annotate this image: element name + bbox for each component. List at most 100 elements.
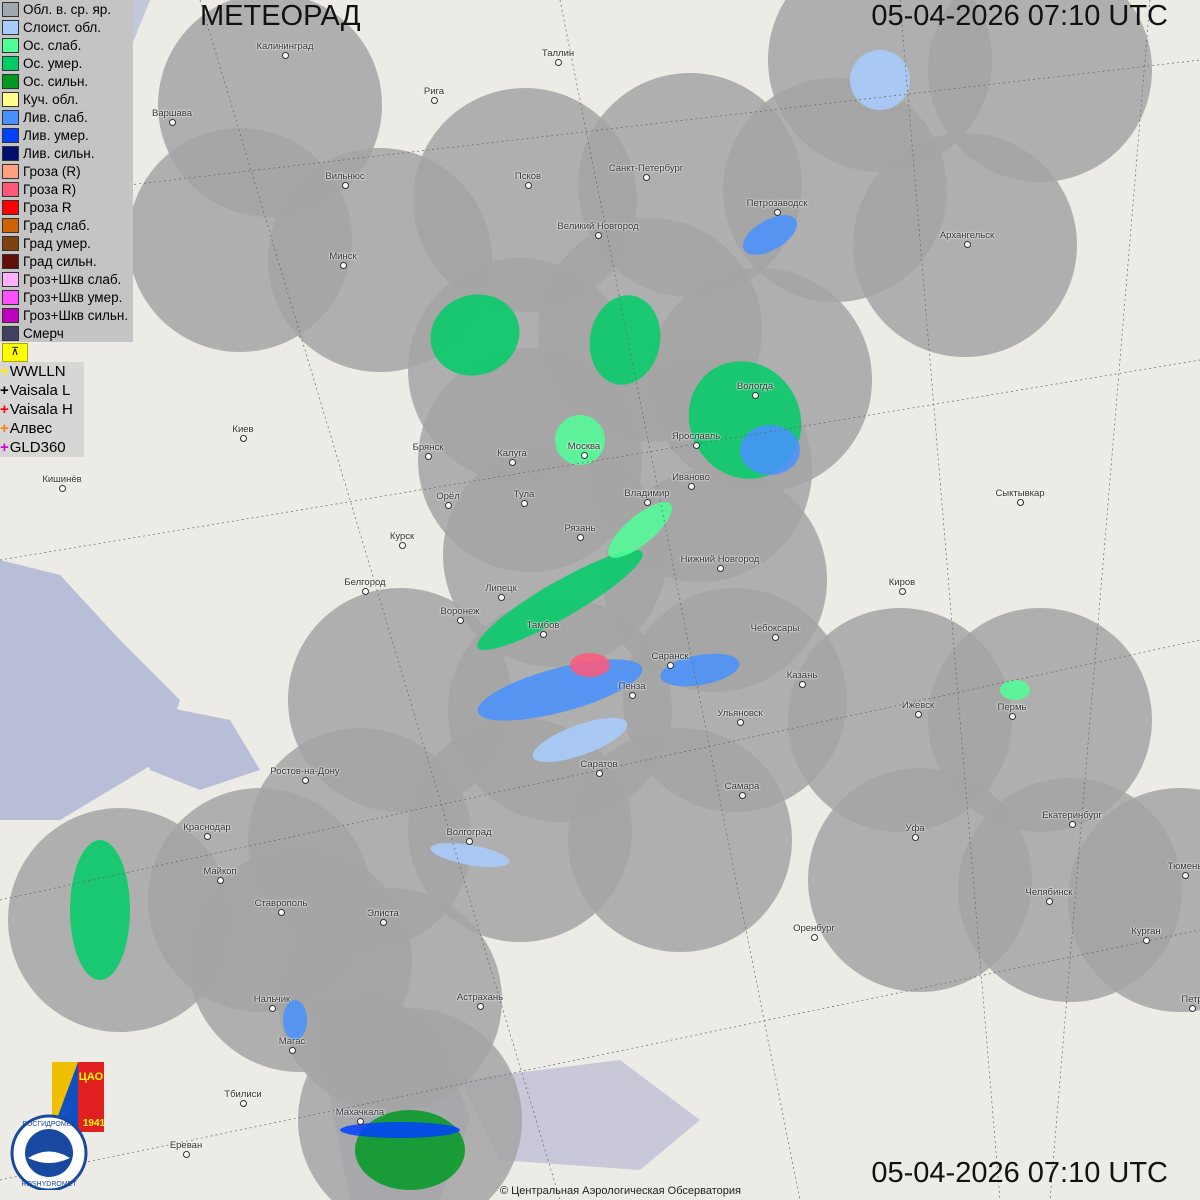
precip-echo xyxy=(608,502,672,558)
city-label: Петрозаводск xyxy=(746,198,808,209)
legend-swatch xyxy=(2,73,19,89)
city-label: Волгоград xyxy=(446,827,492,838)
legend-label: Гроз+Шкв умер. xyxy=(23,289,123,305)
legend-swatch xyxy=(2,55,19,71)
legend-label: Гроза R) xyxy=(23,181,77,197)
city-label: Великий Новгород xyxy=(557,221,639,232)
city-marker xyxy=(357,1118,364,1125)
precip-echo xyxy=(477,550,643,650)
legend-swatch xyxy=(2,37,19,53)
legend-item: Гроз+Шкв сильн. xyxy=(0,306,133,324)
lightning-legend-item: +Алвес xyxy=(0,419,84,438)
city-marker xyxy=(915,711,922,718)
city-label: Калуга xyxy=(497,448,527,459)
city-marker xyxy=(240,435,247,442)
legend-swatch xyxy=(2,163,19,179)
precip-echo xyxy=(660,653,740,687)
city-marker xyxy=(688,483,695,490)
legend-label: Гроз+Шкв слаб. xyxy=(23,271,122,287)
lightning-cross-icon: + xyxy=(0,420,9,437)
city-marker xyxy=(399,542,406,549)
legend-label: Град умер. xyxy=(23,235,91,251)
city-label: Нальчик xyxy=(253,994,291,1005)
legend-item: Гроза (R) xyxy=(0,162,133,180)
legend-swatch xyxy=(2,253,19,269)
legend-item: Лив. слаб. xyxy=(0,108,133,126)
legend-item: Гроза R xyxy=(0,198,133,216)
legend-swatch xyxy=(2,307,19,323)
timestamp-top: 05-04-2026 07:10 UTC xyxy=(871,0,1168,32)
city-marker xyxy=(240,1100,247,1107)
legend-swatch xyxy=(2,325,19,341)
city-label: Москва xyxy=(567,441,601,452)
city-marker xyxy=(629,692,636,699)
city-label: Архангельск xyxy=(939,230,995,241)
page-title: МЕТЕОРАД xyxy=(200,0,361,32)
city-marker xyxy=(693,442,700,449)
city-label: Иваново xyxy=(672,472,710,483)
city-label: Минск xyxy=(329,251,357,262)
precip-echo xyxy=(570,653,610,677)
precip-echo xyxy=(589,295,661,385)
city-marker xyxy=(1182,872,1189,879)
city-marker xyxy=(509,459,516,466)
city-label: Вологда xyxy=(736,381,774,392)
city-marker xyxy=(540,631,547,638)
legend-item: Гроз+Шкв умер. xyxy=(0,288,133,306)
city-marker xyxy=(183,1151,190,1158)
lightning-legend-item: +WWLLN xyxy=(0,362,84,381)
legend-item: Ос. умер. xyxy=(0,54,133,72)
lightning-legend-item: +Vaisala L xyxy=(0,381,84,400)
legend-item: Град умер. xyxy=(0,234,133,252)
radar-circle xyxy=(1068,788,1200,1012)
city-marker xyxy=(737,719,744,726)
city-label: Майкоп xyxy=(203,866,237,877)
city-label: Оренбург xyxy=(793,923,835,934)
legend-item: Лив. умер. xyxy=(0,126,133,144)
legend-label: Лив. сильн. xyxy=(23,145,95,161)
precip-echo xyxy=(850,50,910,110)
city-marker xyxy=(581,452,588,459)
city-label: Самара xyxy=(724,781,760,792)
city-marker xyxy=(899,588,906,595)
city-marker xyxy=(1046,898,1053,905)
precip-echo xyxy=(355,1110,465,1190)
city-marker xyxy=(498,594,505,601)
legend-swatch xyxy=(2,217,19,233)
precipitation-echoes xyxy=(70,50,1030,1190)
city-label: Воронеж xyxy=(440,606,480,617)
city-label: Нижний Новгород xyxy=(680,554,760,565)
legend-label: Лив. умер. xyxy=(23,127,89,143)
city-marker xyxy=(667,662,674,669)
city-label: Казань xyxy=(786,670,818,681)
legend-label: Гроз+Шкв сильн. xyxy=(23,307,129,323)
lightning-cross-icon: + xyxy=(0,401,9,418)
copyright: © Центральная Аэрологическая Обсерватори… xyxy=(500,1185,741,1197)
legend-label: Обл. в. ср. яр. xyxy=(23,1,112,17)
flag-icon[interactable]: ⊼ xyxy=(2,343,28,362)
city-label: Киров xyxy=(888,577,916,588)
city-marker xyxy=(772,634,779,641)
legend-item: Обл. в. ср. яр. xyxy=(0,0,133,18)
precip-echo xyxy=(430,294,520,376)
city-label: Таллин xyxy=(541,48,575,59)
city-marker xyxy=(1069,821,1076,828)
city-marker xyxy=(555,59,562,66)
legend-swatch xyxy=(2,181,19,197)
city-label: Вильнюс xyxy=(325,171,365,182)
precip-echo xyxy=(340,1122,460,1138)
svg-text:1941: 1941 xyxy=(83,1118,106,1129)
radar-coverage xyxy=(8,0,1200,1200)
city-marker xyxy=(169,119,176,126)
legend-item: Куч. обл. xyxy=(0,90,133,108)
city-label: Махачкала xyxy=(335,1107,385,1118)
city-marker xyxy=(717,565,724,572)
city-label: Тюмень xyxy=(1167,861,1200,872)
precipitation-legend: Обл. в. ср. яр. Слоист. обл. Ос. слаб. Ос. … xyxy=(0,0,133,342)
precip-echo xyxy=(532,717,628,763)
city-label: Сыктывкар xyxy=(995,488,1045,499)
city-marker xyxy=(289,1047,296,1054)
legend-item: Слоист. обл. xyxy=(0,18,133,36)
city-label: Ижевск xyxy=(901,700,935,711)
